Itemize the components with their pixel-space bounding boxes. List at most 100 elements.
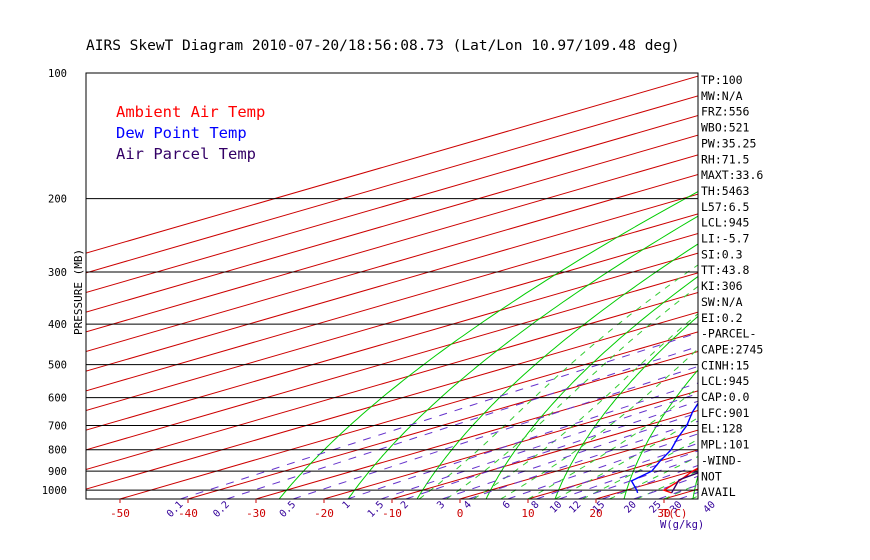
- isotherm-line: [86, 193, 698, 372]
- pressure-tick-label: 800: [48, 445, 67, 457]
- bottom-temp-label: -10: [382, 507, 402, 520]
- bottom-temp-label: -20: [314, 507, 334, 520]
- index-label: -WIND-: [701, 453, 743, 467]
- pressure-tick-label: 500: [48, 360, 67, 372]
- y-axis-label: PRESSURE (MB): [72, 249, 85, 335]
- bottom-temp-label: -50: [110, 507, 130, 520]
- index-label: EI:0.2: [701, 311, 743, 325]
- pressure-tick-label: 700: [48, 421, 67, 433]
- pressure-tick-label: 300: [48, 267, 67, 279]
- isotherm-line: [86, 95, 698, 274]
- moist-adiabat-line: [663, 483, 698, 499]
- index-label: NOT: [701, 469, 722, 483]
- isotherm-line: [119, 331, 698, 499]
- isotherm-line: [459, 429, 698, 499]
- grid-lines: [86, 69, 870, 499]
- mixing-ratio-label: 12: [567, 499, 583, 515]
- index-label: CINH:15: [701, 358, 749, 372]
- dry-adiabat-line: [416, 243, 698, 499]
- mixing-ratio-label: 10: [548, 499, 564, 515]
- dry-adiabat-line: [554, 315, 698, 499]
- dry-adiabat-line: [831, 69, 870, 499]
- mixing-ratio-label: 6: [501, 499, 513, 511]
- mixing-ratio-label: 20: [623, 499, 639, 515]
- mixing-ratio-line: [441, 412, 698, 499]
- index-label: LFC:901: [701, 406, 750, 420]
- isotherm-line: [86, 272, 698, 451]
- bottom-temp-label: 10: [521, 507, 534, 520]
- isotherm-line: [86, 134, 698, 313]
- index-label: SI:0.3: [701, 247, 743, 261]
- isotherm-line: [86, 154, 698, 333]
- bottom-temp-label: -40: [178, 507, 198, 520]
- mixing-ratio-line: [180, 332, 698, 499]
- isotherm-line: [86, 232, 698, 412]
- dry-adiabat-line: [278, 191, 698, 499]
- mixing-ratio-line: [292, 365, 698, 499]
- index-label: LCL:945: [701, 216, 749, 230]
- bottom-temp-label: -30: [246, 507, 266, 520]
- mixing-ratio-label: 0.5: [278, 499, 299, 520]
- dry-adiabat-line: [623, 369, 698, 499]
- dew-point-temp-curve: [630, 402, 698, 494]
- index-label: KI:306: [701, 279, 743, 293]
- mixing-ratio-label: 40: [702, 499, 718, 515]
- pressure-tick-label: 900: [48, 466, 67, 478]
- moist-adiabat-line: [446, 285, 698, 499]
- dry-adiabat-line: [485, 275, 698, 499]
- index-label: SW:N/A: [701, 295, 743, 309]
- mixing-ratio-line: [380, 392, 698, 499]
- moist-adiabat-line: [500, 348, 698, 499]
- index-label: -PARCEL-: [701, 327, 756, 341]
- mixing-ratio-label: 1: [341, 499, 353, 511]
- isotherm-line: [527, 449, 698, 499]
- index-label: CAPE:2745: [701, 342, 763, 356]
- legend-dew-point-temp: Dew Point Temp: [116, 124, 247, 142]
- mixing-ratio-label: 0.2: [211, 499, 232, 520]
- pressure-tick-label: 1000: [42, 485, 67, 497]
- mixing-ratio-label: 3: [435, 499, 447, 511]
- dry-adiabat-line: [347, 215, 698, 499]
- bottom-temp-label: 30: [657, 507, 670, 520]
- isotherm-line: [86, 252, 698, 431]
- isotherm-line: [86, 213, 698, 392]
- index-label: TT:43.8: [701, 263, 750, 277]
- moist-adiabat-line: [609, 456, 698, 499]
- pressure-tick-label: 100: [48, 68, 67, 80]
- index-label: MAXT:33.6: [701, 168, 763, 182]
- mixing-ratio-line: [405, 400, 698, 499]
- isotherm-line: [255, 370, 698, 499]
- index-label: PW:35.25: [701, 136, 756, 150]
- legend-air-parcel-temp: Air Parcel Temp: [116, 145, 256, 163]
- mixing-ratio-line: [507, 433, 698, 499]
- index-label: EL:128: [701, 422, 743, 436]
- bottom-temp-label: 20: [589, 507, 602, 520]
- pressure-tick-label: 600: [48, 393, 67, 405]
- mixing-ratio-line: [347, 382, 698, 499]
- mixing-ratio-line: [468, 420, 698, 499]
- index-label: CAP:0.0: [701, 390, 750, 404]
- isotherm-line: [86, 114, 698, 294]
- index-label: FRZ:556: [701, 105, 750, 119]
- moist-adiabat-line: [527, 386, 698, 499]
- moist-adiabat-line: [636, 470, 698, 499]
- legend-ambient-air-temp: Ambient Air Temp: [116, 103, 265, 121]
- index-label: TH:5463: [701, 184, 750, 198]
- index-label: MPL:101: [701, 438, 750, 452]
- x-axis-unit-temp: T(C): [662, 508, 687, 520]
- index-label: RH:71.5: [701, 152, 749, 166]
- mixing-ratio-label: 4: [462, 499, 474, 511]
- profile-curves: [630, 402, 698, 494]
- isotherm-line: [86, 311, 698, 490]
- pressure-tick-label: 400: [48, 319, 67, 331]
- chart-title: AIRS SkewT Diagram 2010-07-20/18:56:08.7…: [86, 38, 680, 54]
- isotherm-line: [86, 291, 698, 471]
- index-label: TP:100: [701, 73, 743, 87]
- index-label: L57:6.5: [701, 200, 749, 214]
- pressure-tick-label: 200: [48, 194, 67, 206]
- index-label: LI:-5.7: [701, 232, 750, 246]
- x-axis-unit-mixing: W(g/kg): [660, 519, 704, 531]
- isotherm-line: [86, 75, 698, 254]
- index-label: LCL:945: [701, 374, 749, 388]
